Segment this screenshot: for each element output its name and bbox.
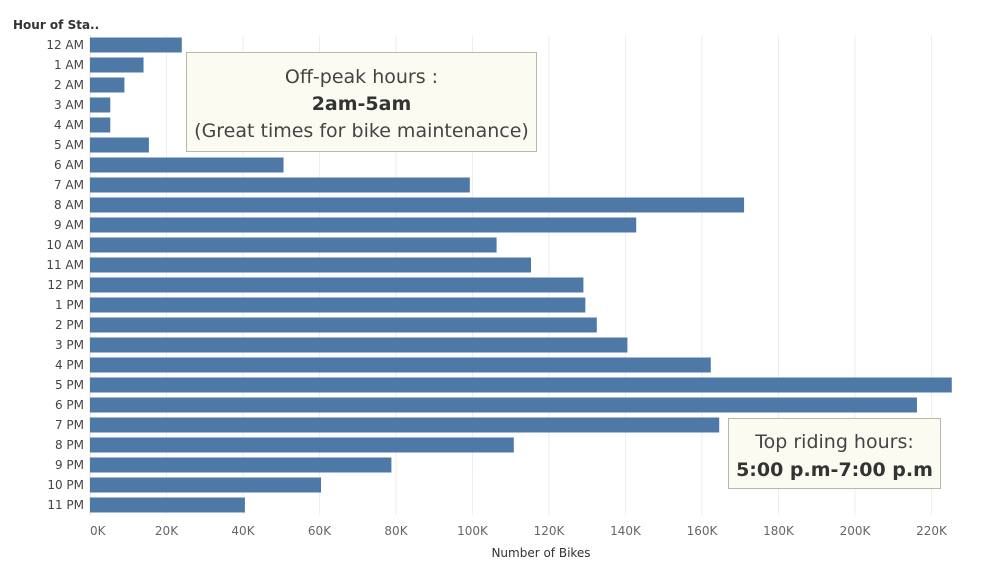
category-label: 5 PM — [55, 378, 84, 392]
category-label: 6 PM — [55, 398, 84, 412]
top-hours-annotation: Top riding hours: 5:00 p.m-7:00 p.m — [728, 418, 941, 489]
category-label: 3 AM — [54, 98, 84, 112]
category-label: 1 PM — [55, 298, 84, 312]
x-tick-label: 200K — [840, 524, 872, 538]
bar — [90, 417, 720, 433]
bar — [90, 77, 125, 93]
category-label: 9 AM — [54, 218, 84, 232]
category-label: 12 PM — [47, 278, 84, 292]
x-tick-label: 60K — [308, 524, 332, 538]
category-label: 7 AM — [54, 178, 84, 192]
bar — [90, 217, 637, 233]
row-header: Hour of Sta.. — [13, 18, 100, 32]
bar — [90, 477, 322, 493]
category-label: 10 PM — [47, 478, 84, 492]
category-label: 1 AM — [54, 58, 84, 72]
bar — [90, 157, 284, 173]
bar — [90, 237, 497, 253]
top-hours-annotation-line1: Top riding hours: — [755, 431, 914, 453]
offpeak-annotation-line3: (Great times for bike maintenance) — [194, 120, 529, 142]
category-label: 11 AM — [46, 258, 84, 272]
x-axis-title: Number of Bikes — [491, 546, 591, 560]
offpeak-annotation-line1: Off-peak hours : — [284, 66, 439, 88]
category-label: 9 PM — [55, 458, 84, 472]
category-label: 10 AM — [46, 238, 84, 252]
bar — [90, 397, 917, 413]
x-tick-label: 180K — [763, 524, 795, 538]
category-label: 4 PM — [55, 358, 84, 372]
bar — [90, 457, 392, 473]
bar — [90, 317, 597, 333]
bar — [90, 497, 245, 513]
bar — [90, 37, 182, 53]
category-label: 3 PM — [55, 338, 84, 352]
category-label: 7 PM — [55, 418, 84, 432]
x-tick-label: 0K — [90, 524, 107, 538]
category-label: 5 AM — [54, 138, 84, 152]
category-labels: 12 AM 1 AM 2 AM 3 AM 4 AM 5 AM 6 AM 7 AM 8 AM 9 A… — [46, 38, 84, 512]
bar — [90, 277, 584, 293]
category-label: 8 AM — [54, 198, 84, 212]
category-label: 6 AM — [54, 158, 84, 172]
bar — [90, 377, 952, 393]
offpeak-annotation: Off-peak hours : 2am-5am (Great times fo… — [186, 52, 537, 152]
bar — [90, 297, 586, 313]
bar — [90, 177, 470, 193]
category-label: 4 AM — [54, 118, 84, 132]
bar — [90, 437, 514, 453]
x-tick-label: 140K — [610, 524, 642, 538]
x-tick-label: 80K — [384, 524, 408, 538]
bar — [90, 117, 111, 133]
x-tick-label: 220K — [916, 524, 948, 538]
x-tick-label: 100K — [457, 524, 489, 538]
bar — [90, 257, 532, 273]
bar — [90, 97, 111, 113]
bar — [90, 197, 745, 213]
bar — [90, 337, 628, 353]
x-tick-label: 40K — [231, 524, 255, 538]
offpeak-annotation-line2: 2am-5am — [311, 93, 412, 115]
x-tick-label: 160K — [687, 524, 719, 538]
bar — [90, 357, 711, 373]
x-tick-labels: 0K 20K 40K 60K 80K 100K 120K 140K 160K 180K 200K 22… — [90, 524, 948, 538]
bar — [90, 57, 144, 73]
category-label: 11 PM — [47, 498, 84, 512]
x-tick-label: 20K — [155, 524, 179, 538]
category-label: 8 PM — [55, 438, 84, 452]
category-label: 2 PM — [55, 318, 84, 332]
category-label: 2 AM — [54, 78, 84, 92]
bar — [90, 137, 149, 153]
top-hours-annotation-line2: 5:00 p.m-7:00 p.m — [736, 459, 933, 481]
bars — [90, 37, 952, 513]
category-label: 12 AM — [46, 38, 84, 52]
x-tick-label: 120K — [534, 524, 566, 538]
